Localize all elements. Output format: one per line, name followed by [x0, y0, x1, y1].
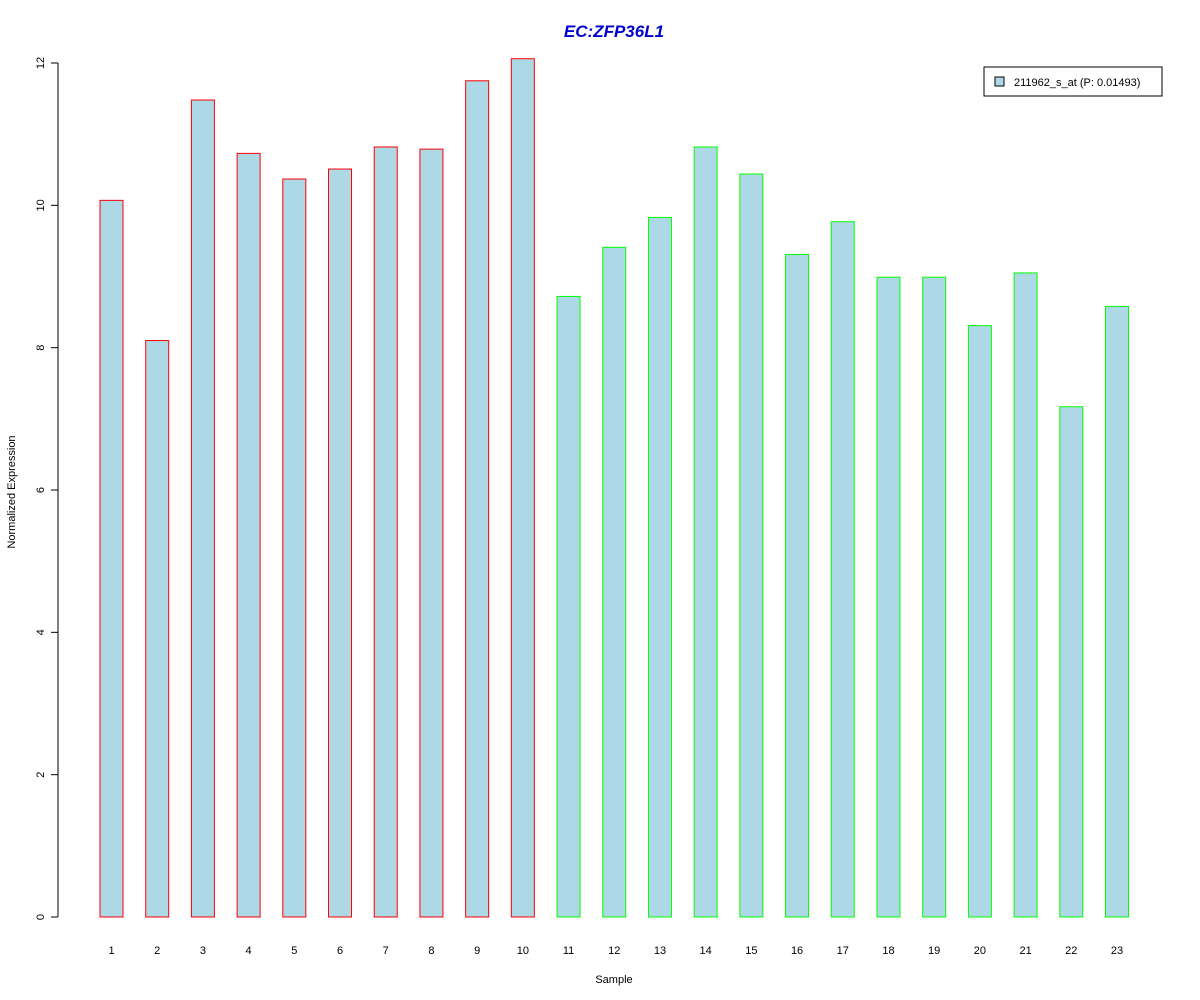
x-tick-label: 3 [200, 945, 206, 957]
bar-sample-1 [99, 199, 124, 918]
bar-sample-14 [693, 146, 718, 918]
x-tick-label: 6 [337, 945, 343, 957]
x-tick-label: 16 [791, 945, 803, 957]
bar-sample-3 [190, 99, 215, 918]
bars-group [99, 58, 1129, 918]
x-axis-label: Sample [595, 974, 632, 986]
legend-label: 211962_s_at (P: 0.01493) [1014, 77, 1140, 89]
x-tick-label: 21 [1019, 945, 1031, 957]
bar-sample-20 [967, 325, 992, 918]
chart-title: EC:ZFP36L1 [564, 22, 664, 41]
x-tick-label: 9 [474, 945, 480, 957]
x-tick-label: 10 [517, 945, 529, 957]
x-tick-label: 5 [291, 945, 297, 957]
x-tick-label: 18 [882, 945, 894, 957]
y-tick-label: 2 [35, 772, 47, 778]
x-tick-label: 13 [654, 945, 666, 957]
bar-sample-15 [739, 173, 764, 918]
y-tick-label: 0 [35, 914, 47, 920]
bar-sample-9 [465, 80, 490, 918]
bar-sample-23 [1105, 305, 1129, 918]
bar-sample-2 [145, 340, 170, 918]
bar-sample-16 [785, 253, 810, 918]
bar-sample-4 [236, 152, 261, 918]
bar-sample-7 [373, 146, 398, 918]
y-tick-label: 6 [35, 487, 47, 493]
x-tick-label: 12 [608, 945, 620, 957]
bar-sample-6 [328, 168, 353, 918]
x-tick-label: 2 [154, 945, 160, 957]
bar-sample-22 [1059, 406, 1084, 918]
x-tick-label: 17 [837, 945, 849, 957]
x-tick-label: 8 [428, 945, 434, 957]
y-tick-label: 12 [35, 57, 47, 69]
bar-sample-10 [510, 58, 535, 918]
y-tick-label: 4 [35, 629, 47, 635]
legend: 211962_s_at (P: 0.01493) [983, 66, 1163, 97]
x-tick-label: 1 [108, 945, 114, 957]
x-tick-label: 23 [1111, 945, 1123, 957]
y-tick-label: 10 [35, 199, 47, 211]
x-tick-labels: 1 2 3 4 5 6 7 8 9 10 11 12 13 14 15 16 17 18 19 20 21 22 23 [108, 945, 1123, 957]
x-tick-label: 11 [563, 945, 574, 957]
y-tick-label: 8 [35, 345, 47, 351]
bar-sample-11 [556, 295, 581, 918]
bar-sample-21 [1013, 272, 1038, 918]
legend-box [983, 66, 1163, 97]
bar-sample-13 [647, 216, 672, 918]
x-tick-label: 7 [383, 945, 389, 957]
y-axis: 0 2 4 6 8 10 12 [35, 57, 59, 920]
bar-sample-8 [419, 148, 444, 918]
bar-sample-5 [282, 178, 307, 918]
bar-sample-17 [830, 221, 855, 918]
x-tick-label: 15 [745, 945, 757, 957]
bar-sample-12 [602, 246, 627, 918]
legend-swatch [994, 76, 1005, 87]
x-tick-label: 22 [1065, 945, 1077, 957]
y-axis-label: Normalized Expression [6, 435, 18, 548]
x-tick-label: 4 [246, 945, 252, 957]
x-tick-label: 14 [700, 945, 712, 957]
x-tick-label: 19 [928, 945, 940, 957]
x-tick-label: 20 [974, 945, 986, 957]
bar-sample-19 [922, 276, 947, 918]
bar-sample-18 [876, 276, 901, 918]
